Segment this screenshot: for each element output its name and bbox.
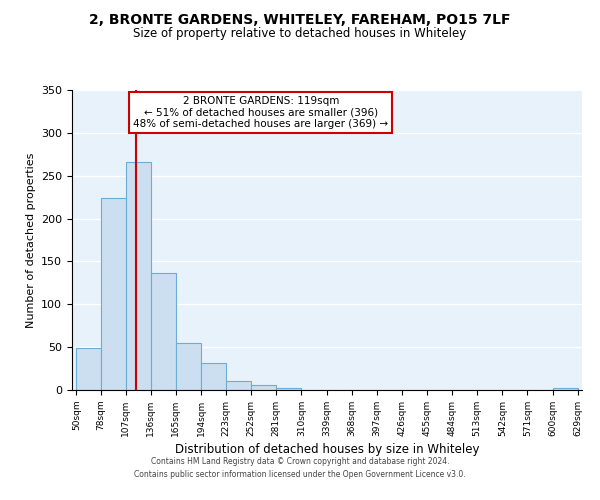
Bar bbox=[201, 364, 226, 390]
Bar bbox=[251, 385, 277, 390]
X-axis label: Distribution of detached houses by size in Whiteley: Distribution of detached houses by size … bbox=[175, 443, 479, 456]
Bar bbox=[151, 274, 176, 390]
Text: Contains public sector information licensed under the Open Government Licence v3: Contains public sector information licen… bbox=[134, 470, 466, 479]
Bar bbox=[277, 388, 301, 390]
Text: Contains HM Land Registry data © Crown copyright and database right 2024.: Contains HM Land Registry data © Crown c… bbox=[151, 458, 449, 466]
Y-axis label: Number of detached properties: Number of detached properties bbox=[26, 152, 35, 328]
Bar bbox=[226, 382, 251, 390]
Bar bbox=[76, 348, 101, 390]
Bar bbox=[125, 162, 151, 390]
Text: 2 BRONTE GARDENS: 119sqm
← 51% of detached houses are smaller (396)
48% of semi-: 2 BRONTE GARDENS: 119sqm ← 51% of detach… bbox=[133, 96, 388, 129]
Bar bbox=[176, 343, 201, 390]
Text: Size of property relative to detached houses in Whiteley: Size of property relative to detached ho… bbox=[133, 28, 467, 40]
Text: 2, BRONTE GARDENS, WHITELEY, FAREHAM, PO15 7LF: 2, BRONTE GARDENS, WHITELEY, FAREHAM, PO… bbox=[89, 12, 511, 26]
Bar bbox=[553, 388, 578, 390]
Bar bbox=[101, 198, 125, 390]
